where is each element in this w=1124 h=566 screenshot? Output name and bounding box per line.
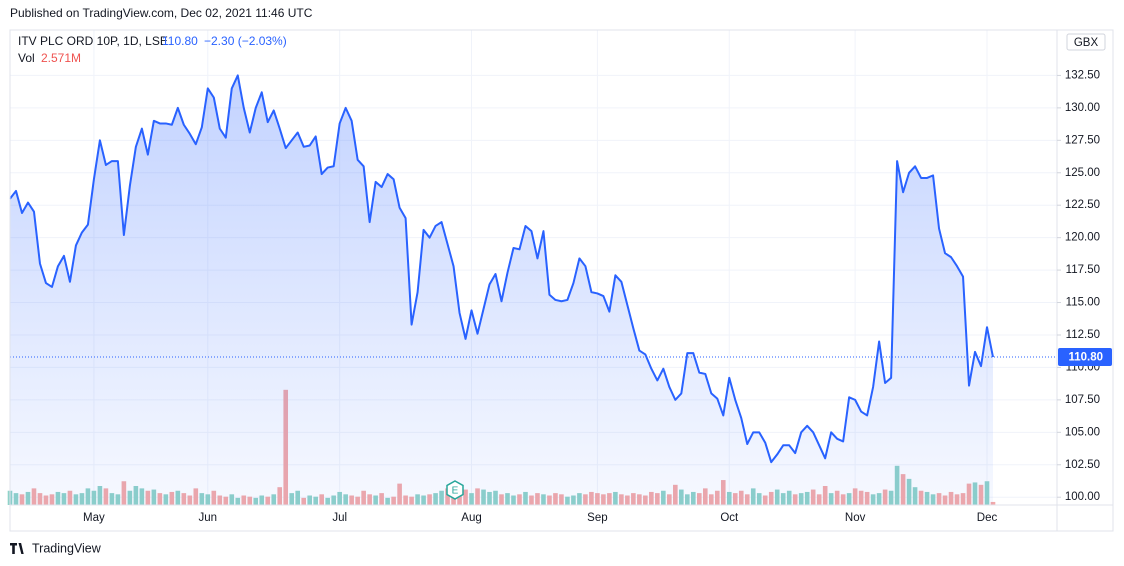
footer-logo: TradingView xyxy=(10,541,102,555)
y-tick-label: 132.50 xyxy=(1065,69,1100,81)
price-tag-label: 110.80 xyxy=(1068,352,1103,364)
y-tick-label: 112.50 xyxy=(1066,329,1100,341)
earnings-marker[interactable]: E xyxy=(446,480,464,500)
x-tick-label: Aug xyxy=(461,512,481,524)
axes: 100.00102.50105.00107.50110.00112.50115.… xyxy=(83,69,1112,524)
legend-price: 110.80 xyxy=(162,34,198,48)
x-tick-label: Oct xyxy=(720,512,739,524)
x-tick-label: Jul xyxy=(332,512,347,524)
published-note: Published on TradingView.com, Dec 02, 20… xyxy=(10,6,313,20)
legend-change: −2.30 (−2.03%) xyxy=(204,34,287,48)
x-tick-label: Jun xyxy=(199,512,218,524)
x-tick-label: Dec xyxy=(977,512,998,524)
y-tick-label: 105.00 xyxy=(1065,426,1100,438)
y-tick-label: 127.50 xyxy=(1065,134,1100,146)
chart-frame xyxy=(9,29,1114,532)
y-tick-label: 117.50 xyxy=(1066,264,1100,276)
footer-brand: TradingView xyxy=(32,541,102,555)
x-tick-label: Sep xyxy=(587,512,607,524)
y-tick-label: 107.50 xyxy=(1065,394,1100,406)
price-tag xyxy=(1058,348,1112,367)
y-tick-label: 120.00 xyxy=(1065,232,1100,244)
legend-vol-value: 2.571M xyxy=(41,51,81,65)
y-tick-label: 100.00 xyxy=(1065,491,1100,503)
y-tick-label: 122.50 xyxy=(1065,199,1100,211)
earnings-badge[interactable] xyxy=(446,480,464,500)
earnings-label[interactable]: E xyxy=(452,486,459,497)
y-tick-label: 102.50 xyxy=(1065,459,1100,471)
x-tick-label: Nov xyxy=(845,512,866,524)
price-line xyxy=(9,74,994,464)
logo-mark xyxy=(10,543,24,554)
currency-box[interactable] xyxy=(1066,33,1106,51)
y-tick-label: 125.00 xyxy=(1065,167,1100,179)
price-plot xyxy=(9,74,1057,506)
currency[interactable]: GBX xyxy=(1074,37,1099,49)
legend-vol-label: Vol xyxy=(18,51,35,65)
x-tick-label: May xyxy=(83,512,105,524)
legend-symbol: ITV PLC ORD 10P, 1D, LSE xyxy=(18,34,168,48)
y-tick-label: 130.00 xyxy=(1065,102,1100,114)
y-tick-label: 115.00 xyxy=(1066,297,1100,309)
price-area xyxy=(10,75,993,506)
